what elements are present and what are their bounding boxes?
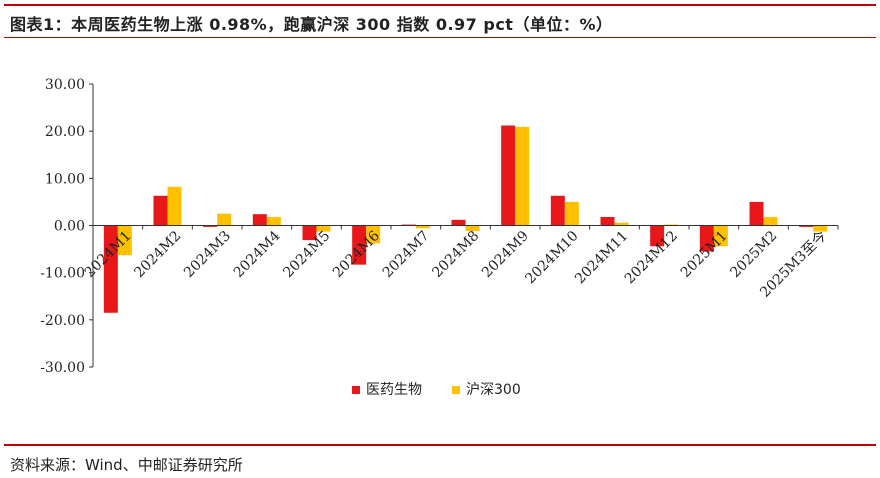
bar-series2-14 (813, 225, 828, 232)
legend-swatch-2 (452, 386, 460, 394)
y-tick-label-2: 10.00 (45, 171, 85, 187)
figure-title: 图表1：本周医药生物上涨 0.98%，跑赢沪深 300 指数 0.97 pct（… (10, 15, 613, 34)
bar-series1-9 (550, 195, 565, 226)
x-tick-label-1: 2024M2 (131, 228, 184, 281)
header-bottom-rule (4, 37, 876, 38)
legend-swatch-1 (352, 386, 360, 394)
bar-series2-3 (266, 217, 281, 226)
bar-series2-13 (763, 217, 778, 226)
y-tick-label-1: 20.00 (45, 124, 85, 140)
bar-series2-7 (465, 225, 480, 232)
bar-series2-4 (316, 225, 331, 232)
bar-series1-3 (252, 214, 267, 226)
bar-series1-2 (203, 225, 218, 227)
y-tick-label-3: 0.00 (54, 219, 85, 235)
bar-series1-14 (799, 225, 814, 227)
y-tick-label-5: -20.00 (40, 313, 85, 329)
x-tick-label-2: 2024M3 (181, 228, 234, 281)
y-tick-label-6: -30.00 (40, 360, 85, 376)
bar-series1-8 (501, 125, 516, 226)
y-tick-label-4: -10.00 (40, 266, 85, 282)
bar-series1-11 (650, 225, 665, 247)
bar-series2-0 (117, 225, 132, 256)
footer-rule (4, 444, 876, 446)
bar-series2-12 (713, 225, 728, 247)
header-top-rule (4, 4, 876, 6)
bar-series2-5 (366, 225, 381, 244)
bar-series2-8 (515, 126, 530, 226)
x-tick-label-3: 2024M4 (231, 228, 284, 281)
bar-series1-4 (302, 225, 317, 241)
bar-series1-1 (153, 195, 168, 226)
bar-series1-12 (699, 225, 714, 252)
bar-series2-1 (167, 186, 182, 226)
bar-series2-9 (564, 201, 579, 226)
bar-series2-2 (217, 213, 232, 226)
bar-series1-7 (451, 219, 466, 226)
x-tick-label-9: 2024M10 (522, 228, 581, 287)
bar-series1-10 (600, 217, 615, 226)
legend-label-1: 医药生物 (366, 382, 422, 398)
bar-series1-13 (749, 201, 764, 226)
y-tick-label-0: 30.00 (45, 77, 85, 93)
bar-series2-10 (614, 222, 629, 226)
x-tick-label-10: 2024M11 (572, 228, 631, 287)
x-tick-label-6: 2024M7 (380, 228, 433, 281)
bar-chart: 30.00 20.00 10.00 0.00 -10.00 -20.00 -30.00 202… (40, 77, 839, 398)
legend-label-2: 沪深300 (466, 382, 521, 398)
bar-series2-6 (415, 225, 430, 229)
source-note: 资料来源：Wind、中邮证券研究所 (10, 456, 243, 474)
bar-series1-0 (103, 225, 118, 313)
x-tick-label-7: 2024M8 (429, 228, 482, 281)
bar-series1-5 (352, 225, 367, 265)
